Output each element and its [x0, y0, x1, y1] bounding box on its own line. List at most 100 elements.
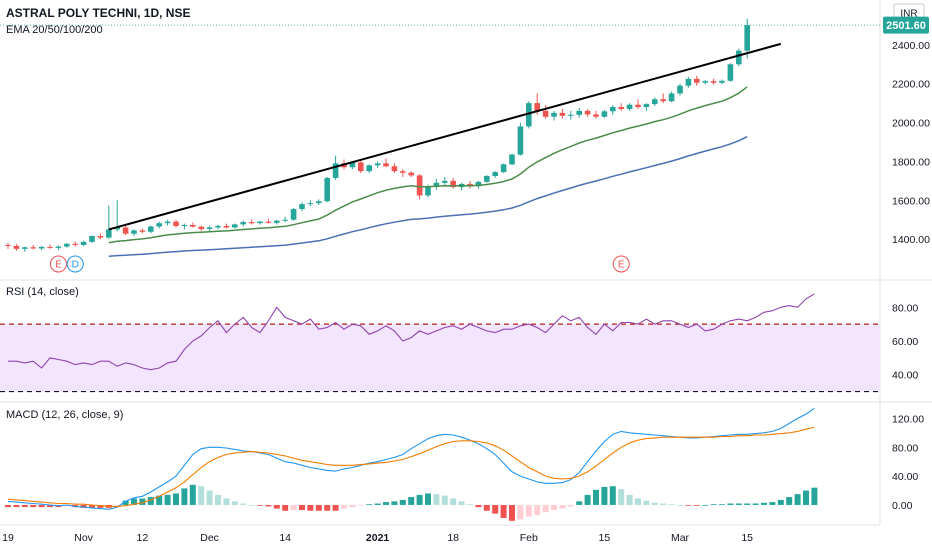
- candle-body: [72, 243, 78, 245]
- candle-body: [500, 164, 507, 173]
- histogram-bar: [677, 504, 683, 506]
- histogram-bar: [735, 503, 742, 505]
- histogram-bar: [63, 504, 70, 507]
- candle-body: [668, 93, 675, 102]
- candle-body: [198, 226, 204, 230]
- time-tick-label: 12: [137, 532, 149, 544]
- candle-body: [274, 220, 280, 223]
- histogram-bar: [147, 497, 154, 505]
- candle-body: [22, 247, 28, 249]
- candle-body: [626, 104, 633, 109]
- rsi-tick-label: 80.00: [892, 302, 918, 314]
- macd-tick-label: 40.00: [892, 471, 918, 483]
- candle-body: [610, 107, 616, 112]
- histogram-bar: [786, 497, 793, 505]
- histogram-bar: [509, 504, 515, 521]
- histogram-bar: [643, 500, 650, 505]
- event-label: E: [618, 260, 625, 271]
- histogram-bar: [635, 498, 641, 505]
- candle-body: [551, 112, 557, 117]
- candle-body: [702, 81, 708, 83]
- candle-body: [719, 80, 725, 83]
- histogram-bar: [122, 500, 129, 505]
- time-tick-label: 14: [279, 532, 291, 544]
- candle-body: [131, 230, 137, 234]
- currency-label: INR: [900, 9, 917, 20]
- candle-body: [433, 182, 440, 187]
- chart-title: ASTRAL POLY TECHNI, 1D, NSE: [6, 6, 190, 20]
- candle-body: [374, 163, 381, 166]
- histogram-bar: [551, 504, 557, 511]
- histogram-bar: [139, 498, 146, 505]
- histogram-bar: [181, 488, 188, 505]
- histogram-bar: [307, 504, 314, 511]
- candle-body: [299, 204, 305, 210]
- candle-body: [408, 172, 414, 176]
- histogram-bar: [408, 497, 415, 505]
- time-tick-label: 18: [447, 532, 459, 544]
- candle-body: [114, 227, 120, 230]
- candle-body: [526, 103, 532, 127]
- macd-tick-label: 80.00: [892, 442, 918, 454]
- histogram-bar: [769, 502, 776, 505]
- candle-body: [358, 162, 364, 172]
- histogram-bar: [458, 501, 465, 505]
- histogram-bar: [273, 504, 280, 509]
- candle-body: [383, 163, 389, 167]
- histogram-bar: [265, 504, 272, 507]
- histogram-bar: [374, 503, 381, 505]
- histogram-bar: [164, 494, 171, 505]
- histogram-bar: [131, 498, 137, 505]
- candle-body: [391, 166, 398, 172]
- price-tick-label: 1800.00: [892, 156, 930, 168]
- candle-body: [685, 78, 692, 86]
- histogram-bar: [257, 504, 263, 506]
- histogram-bar: [777, 499, 784, 505]
- candle-body: [190, 224, 196, 227]
- time-tick-label: Mar: [671, 532, 690, 544]
- candle-body: [30, 247, 36, 249]
- histogram-bar: [584, 494, 591, 505]
- histogram-bar: [601, 486, 608, 505]
- histogram-bar: [357, 504, 364, 506]
- candle-body: [290, 209, 297, 220]
- macd-legend: MACD (12, 26, close, 9): [6, 409, 123, 421]
- candle-body: [80, 241, 87, 245]
- histogram-bar: [366, 504, 373, 506]
- candle-body: [206, 227, 213, 230]
- histogram-bar: [425, 493, 431, 505]
- histogram-bar: [332, 504, 339, 511]
- histogram-bar: [450, 498, 457, 505]
- histogram-bar: [567, 504, 574, 507]
- candle-body: [265, 221, 272, 223]
- histogram-bar: [391, 501, 398, 505]
- candle-body: [181, 224, 188, 226]
- candle-body: [416, 175, 423, 196]
- histogram-bar: [349, 504, 356, 508]
- histogram-bar: [693, 504, 700, 506]
- histogram-bar: [299, 504, 305, 511]
- candle-body: [324, 177, 330, 202]
- histogram-bar: [156, 495, 163, 505]
- candle-body: [601, 111, 608, 117]
- event-label: D: [72, 260, 79, 271]
- event-label: E: [55, 260, 62, 271]
- histogram-bar: [215, 494, 221, 505]
- histogram-bar: [803, 490, 809, 505]
- candle-body: [47, 246, 53, 248]
- rsi-tick-label: 40.00: [892, 370, 918, 382]
- time-tick-label: 2021: [366, 532, 390, 544]
- trendline[interactable]: [108, 42, 782, 231]
- price-tick-label: 2400.00: [892, 40, 930, 52]
- histogram-bar: [441, 495, 448, 505]
- candle-body: [492, 172, 498, 176]
- histogram-bar: [189, 484, 196, 505]
- price-tick-label: 2200.00: [892, 79, 930, 91]
- histogram-bar: [290, 504, 297, 511]
- histogram-bar: [416, 494, 423, 505]
- price-tick-label: 1400.00: [892, 234, 930, 246]
- histogram-bar: [651, 502, 658, 505]
- macd-line: [7, 407, 815, 510]
- macd-tick-label: 120.00: [892, 413, 924, 425]
